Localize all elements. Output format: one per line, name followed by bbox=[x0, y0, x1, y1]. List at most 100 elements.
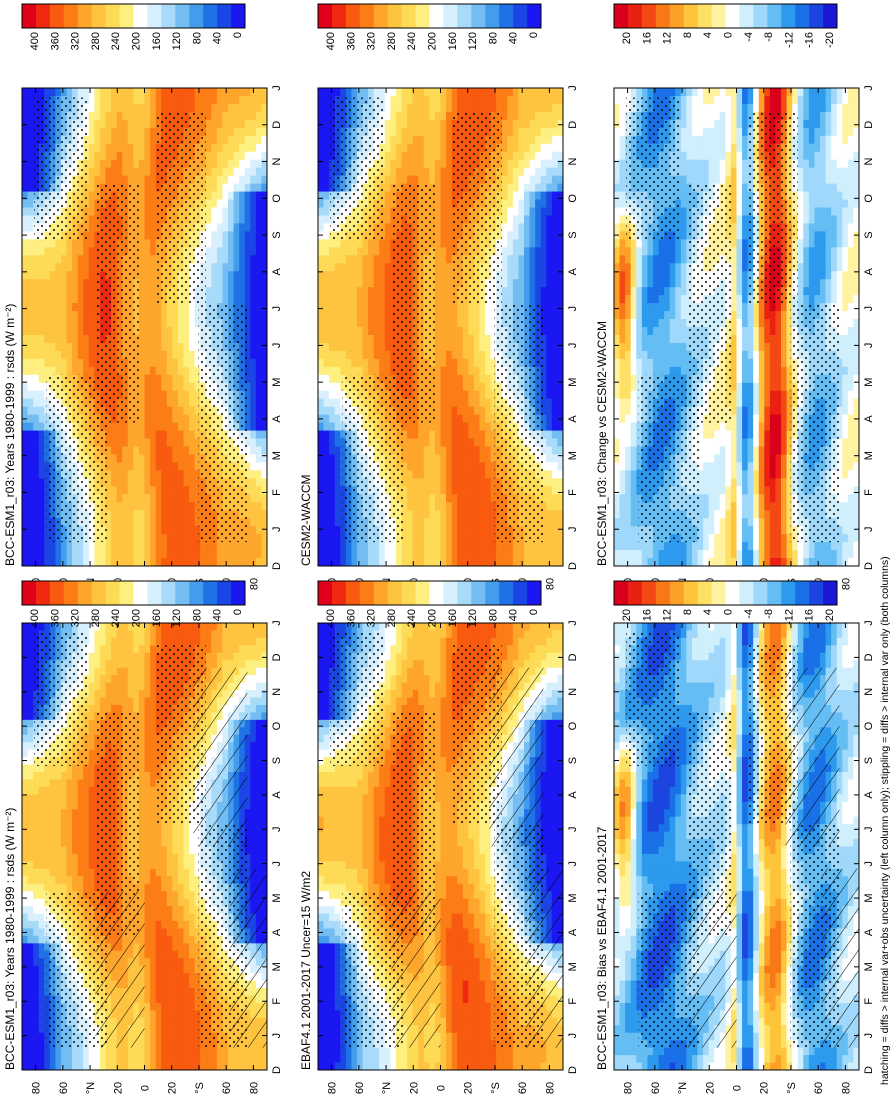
cell bbox=[105, 682, 112, 691]
cell bbox=[239, 279, 246, 288]
cell bbox=[111, 151, 118, 161]
cell bbox=[55, 764, 62, 773]
cell bbox=[66, 1062, 73, 1070]
cell bbox=[150, 645, 157, 654]
cell bbox=[27, 898, 34, 907]
cell bbox=[127, 454, 134, 464]
cell bbox=[150, 652, 157, 661]
cell bbox=[22, 446, 29, 456]
cell bbox=[116, 103, 123, 113]
cell bbox=[88, 103, 95, 113]
cell bbox=[150, 980, 157, 989]
cell bbox=[177, 319, 185, 328]
cell bbox=[66, 358, 73, 368]
cell bbox=[122, 550, 129, 559]
cell bbox=[116, 127, 123, 137]
cell bbox=[138, 704, 146, 713]
cell bbox=[250, 390, 257, 400]
cell bbox=[88, 690, 95, 699]
cell bbox=[194, 542, 201, 551]
cell bbox=[127, 518, 134, 527]
cell bbox=[22, 876, 29, 885]
cell bbox=[66, 303, 73, 312]
cell bbox=[88, 542, 95, 551]
cell bbox=[211, 279, 218, 288]
panel-0: 80 60 °N 20 0 20 °S 60 80DJFMAMJJASONDJBCC-ESM1_… bbox=[3, 580, 283, 1094]
cell bbox=[122, 119, 129, 129]
cell bbox=[105, 454, 112, 464]
cell bbox=[49, 303, 57, 312]
cell bbox=[55, 816, 62, 825]
cell bbox=[44, 794, 51, 803]
cell bbox=[261, 215, 267, 225]
cell bbox=[172, 534, 179, 543]
cell bbox=[33, 913, 40, 922]
cell bbox=[239, 167, 246, 177]
cell bbox=[116, 518, 123, 527]
cell bbox=[122, 111, 129, 121]
cell bbox=[127, 660, 134, 669]
cell bbox=[111, 159, 118, 169]
cell bbox=[105, 704, 112, 713]
cell bbox=[255, 327, 263, 336]
cell bbox=[99, 667, 107, 676]
cell bbox=[244, 239, 251, 248]
cell bbox=[228, 191, 235, 201]
cell bbox=[239, 215, 246, 225]
cell bbox=[133, 660, 140, 669]
cell bbox=[155, 526, 162, 535]
cell bbox=[72, 334, 79, 344]
cell bbox=[239, 151, 246, 161]
cell bbox=[144, 675, 151, 684]
cell bbox=[155, 366, 162, 376]
cell bbox=[205, 652, 212, 661]
cell bbox=[183, 1055, 190, 1064]
cell bbox=[111, 454, 118, 464]
cell bbox=[205, 1047, 212, 1056]
cell bbox=[83, 876, 90, 885]
cell bbox=[33, 1055, 40, 1064]
cell bbox=[161, 921, 168, 930]
cell bbox=[166, 1010, 173, 1019]
cell bbox=[105, 630, 112, 639]
cell bbox=[22, 630, 29, 639]
cell bbox=[216, 239, 224, 248]
cell bbox=[83, 816, 90, 825]
cell bbox=[22, 1062, 29, 1070]
cell bbox=[27, 390, 34, 400]
cell bbox=[38, 255, 45, 264]
cell bbox=[122, 645, 129, 654]
cell bbox=[177, 542, 185, 551]
cell bbox=[44, 295, 51, 304]
cell bbox=[22, 119, 29, 129]
cell bbox=[105, 518, 112, 527]
cell bbox=[250, 239, 257, 248]
cell bbox=[205, 1062, 212, 1070]
cell bbox=[133, 454, 140, 464]
cell bbox=[116, 675, 123, 684]
cell bbox=[44, 366, 51, 376]
cell bbox=[261, 558, 267, 566]
cell bbox=[161, 526, 168, 535]
colorbar-swatch bbox=[63, 4, 79, 28]
cell bbox=[150, 734, 157, 743]
cell bbox=[144, 958, 151, 967]
cell bbox=[99, 652, 107, 661]
cell bbox=[77, 861, 84, 870]
cell bbox=[138, 550, 146, 559]
cell bbox=[177, 550, 185, 559]
cell bbox=[205, 159, 212, 169]
cell bbox=[111, 630, 118, 639]
cell bbox=[155, 414, 162, 424]
cell bbox=[88, 667, 95, 676]
cell bbox=[122, 697, 129, 706]
cell bbox=[72, 342, 79, 352]
cell bbox=[27, 430, 34, 440]
cell bbox=[33, 311, 40, 320]
cell bbox=[261, 303, 267, 312]
cell bbox=[150, 816, 157, 825]
cell bbox=[138, 486, 146, 495]
cell bbox=[211, 1062, 218, 1070]
cell bbox=[138, 382, 146, 392]
cell bbox=[111, 510, 118, 519]
